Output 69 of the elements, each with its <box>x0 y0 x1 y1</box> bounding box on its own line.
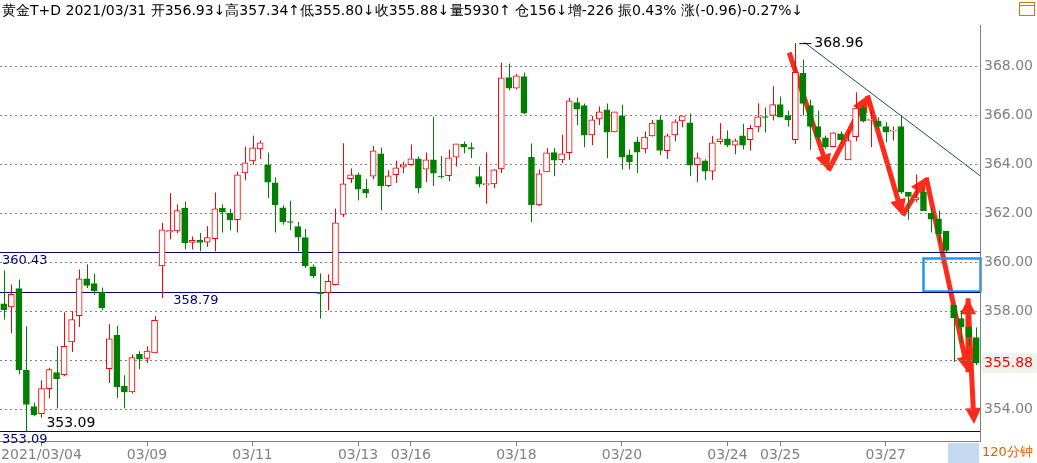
x-tick-label: 03/13 <box>337 446 379 463</box>
y-tick-label: 368.00 <box>984 57 1033 74</box>
candlestick <box>430 116 437 187</box>
x-tick-label: 03/20 <box>601 446 643 463</box>
candlestick <box>53 345 60 409</box>
x-tick-label: 03/11 <box>232 446 273 463</box>
candlestick <box>920 188 927 212</box>
candlestick <box>354 172 362 201</box>
y-tick-label: 362.00 <box>984 204 1033 221</box>
candlestick <box>950 302 957 363</box>
x-tick-label: 03/24 <box>707 446 748 463</box>
ref-line-label: 358.79 <box>173 292 219 308</box>
candlestick <box>626 149 633 170</box>
text: 355.88 <box>984 353 1033 370</box>
candlestick <box>935 209 942 244</box>
x-tick-label: 03/09 <box>126 446 168 463</box>
candlestick <box>203 225 211 248</box>
candlestick <box>38 379 45 419</box>
ref-line-label: 360.43 <box>2 252 48 268</box>
candlestick <box>882 121 890 143</box>
y-tick-label: 366.00 <box>984 106 1033 123</box>
text: 120分钟 <box>982 444 1033 460</box>
annotation: 353.09 <box>46 414 96 431</box>
candlestick <box>121 374 128 409</box>
candlestick <box>392 160 400 184</box>
candlestick <box>693 151 701 183</box>
candlestick <box>249 135 256 166</box>
candlestick <box>294 221 302 252</box>
candlestick <box>558 134 565 164</box>
candlestick <box>475 165 483 188</box>
candlestick <box>769 85 777 121</box>
candlestick <box>641 130 648 154</box>
chart-title: 黄金T+D 2021/03/31 开356.93↓高357.34↑低355.80↓收355.88↓量5930↑ 仓156↓增-226 振0.43% 涨(-0.96)-0.27%↓ <box>2 2 804 20</box>
ref-line-label: 353.09 <box>2 431 48 447</box>
candlestick <box>136 350 143 370</box>
x-tick-label: 03/16 <box>390 446 432 463</box>
candlestick <box>490 168 498 189</box>
candlestick <box>437 155 445 180</box>
candlestick <box>754 102 761 133</box>
x-tick-label: 03/18 <box>496 446 537 463</box>
y-tick-label: 360.00 <box>984 253 1033 270</box>
candlestick <box>0 269 8 321</box>
candlestick <box>588 115 596 146</box>
candlestick <box>90 273 98 296</box>
candlestick <box>716 122 724 145</box>
candlestick <box>671 118 679 142</box>
candlestick <box>264 151 271 199</box>
y-tick-label: 358.00 <box>984 301 1033 318</box>
candlestick <box>807 99 814 151</box>
candlestick <box>68 310 75 353</box>
candlestick <box>445 149 452 182</box>
x-tick-label: 03/27 <box>865 446 906 463</box>
candlestick <box>279 204 287 226</box>
y-tick-label: 354.00 <box>984 399 1033 416</box>
candlestick <box>219 203 226 234</box>
candlestick <box>739 123 746 151</box>
x-tick-label: 03/25 <box>760 446 801 463</box>
candlestick <box>166 192 173 240</box>
annotation: 368.96 <box>814 33 864 50</box>
x-tick-label: 2021/03/04 <box>1 446 82 463</box>
candlestick <box>98 287 106 311</box>
candlestick <box>7 283 15 334</box>
candlestick <box>633 136 641 174</box>
candlestick <box>362 178 369 199</box>
candlestick <box>905 191 912 221</box>
candlestick <box>595 105 603 126</box>
candlestick <box>196 232 204 252</box>
y-tick-label: 364.00 <box>984 155 1033 172</box>
candlestick <box>965 325 973 347</box>
